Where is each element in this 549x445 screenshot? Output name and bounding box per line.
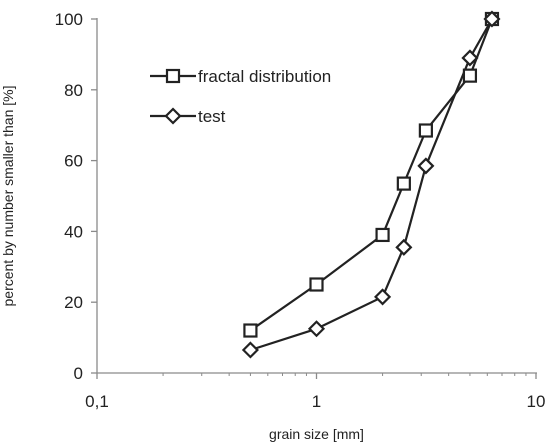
data-point-series-1: [418, 123, 433, 138]
data-point-series-2: [461, 49, 479, 67]
y-tick-label: 80: [64, 81, 83, 100]
legend-marker-1: [165, 68, 181, 84]
data-point-series-2: [374, 288, 392, 306]
legend-label-1: fractal distribution: [198, 67, 331, 86]
legend-marker-2: [164, 107, 182, 125]
y-axis-label: percent by number smaller than [%]: [0, 86, 16, 307]
data-point-series-1: [309, 277, 324, 292]
x-tick-label: 0,1: [85, 392, 109, 411]
y-tick-label: 60: [64, 152, 83, 171]
data-point-series-2: [417, 157, 435, 175]
data-point-series-2: [307, 320, 326, 338]
y-tick-label: 0: [74, 364, 83, 383]
data-point-series-1: [396, 176, 411, 191]
data-point-series-2: [241, 341, 259, 359]
data-point-series-2: [483, 10, 501, 28]
data-point-series-1: [243, 323, 258, 338]
x-tick-label: 1: [312, 392, 321, 411]
data-point-series-2: [395, 238, 413, 256]
data-point-series-1: [375, 227, 390, 243]
data-point-series-1: [462, 68, 478, 83]
y-tick-label: 40: [64, 222, 83, 241]
x-tick-label: 10: [527, 392, 546, 411]
legend-label-2: test: [198, 107, 226, 126]
series-line-1: [249, 18, 494, 332]
y-tick-label: 20: [64, 293, 83, 312]
x-axis-label: grain size [mm]: [269, 426, 364, 442]
y-tick-label: 100: [55, 10, 83, 29]
